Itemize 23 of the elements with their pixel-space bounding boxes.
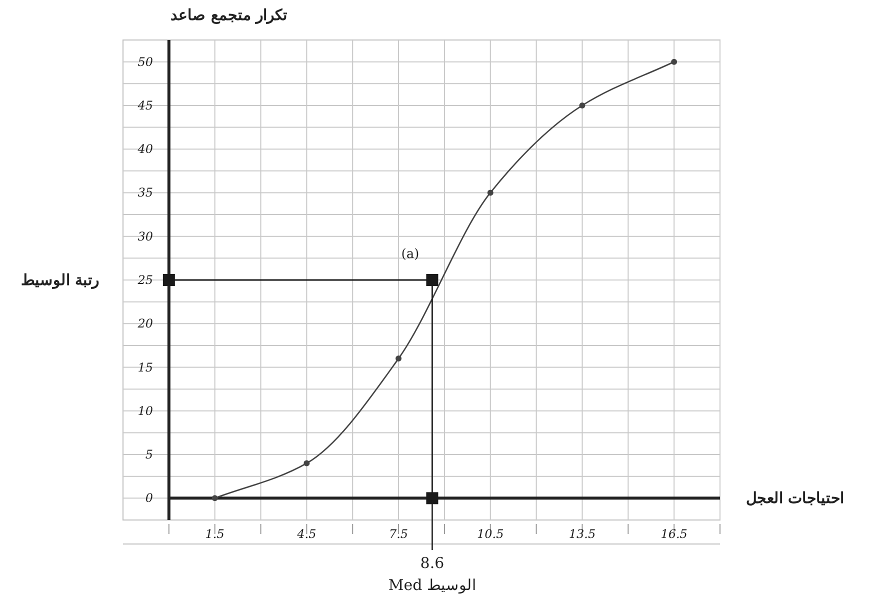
x-tick-label: 7.5 <box>388 527 408 541</box>
annotation: 8.6 <box>420 554 444 572</box>
y-tick-label: 10 <box>138 404 154 418</box>
text: رتبة الوسيط <box>20 271 100 289</box>
y-tick-label: 40 <box>136 142 154 156</box>
x-tick-label: 13.5 <box>568 527 596 541</box>
y-tick-label: 5 <box>145 448 153 462</box>
x-tick-label: 4.5 <box>296 527 316 541</box>
y-tick-label: 0 <box>145 491 154 506</box>
y-tick-label: 20 <box>136 316 154 331</box>
y-tick-label: 45 <box>136 98 153 112</box>
text: الوسيط Med <box>388 576 476 594</box>
y-tick-label: 15 <box>138 360 153 374</box>
x-tick-label: 10.5 <box>477 527 504 541</box>
y-tick-label: 35 <box>138 186 153 200</box>
y-tick-label: 30 <box>138 229 154 244</box>
y-axis-title: تكرار متجمع صاعد <box>170 6 288 24</box>
y-tick-label: 50 <box>138 54 154 69</box>
x-axis-title: احتياجات العجل <box>746 489 844 508</box>
annotation: (a) <box>401 247 420 262</box>
x-tick-label: 16.5 <box>660 527 688 541</box>
y-tick-label: 25 <box>136 273 153 287</box>
x-tick-label: 1.5 <box>205 527 224 541</box>
